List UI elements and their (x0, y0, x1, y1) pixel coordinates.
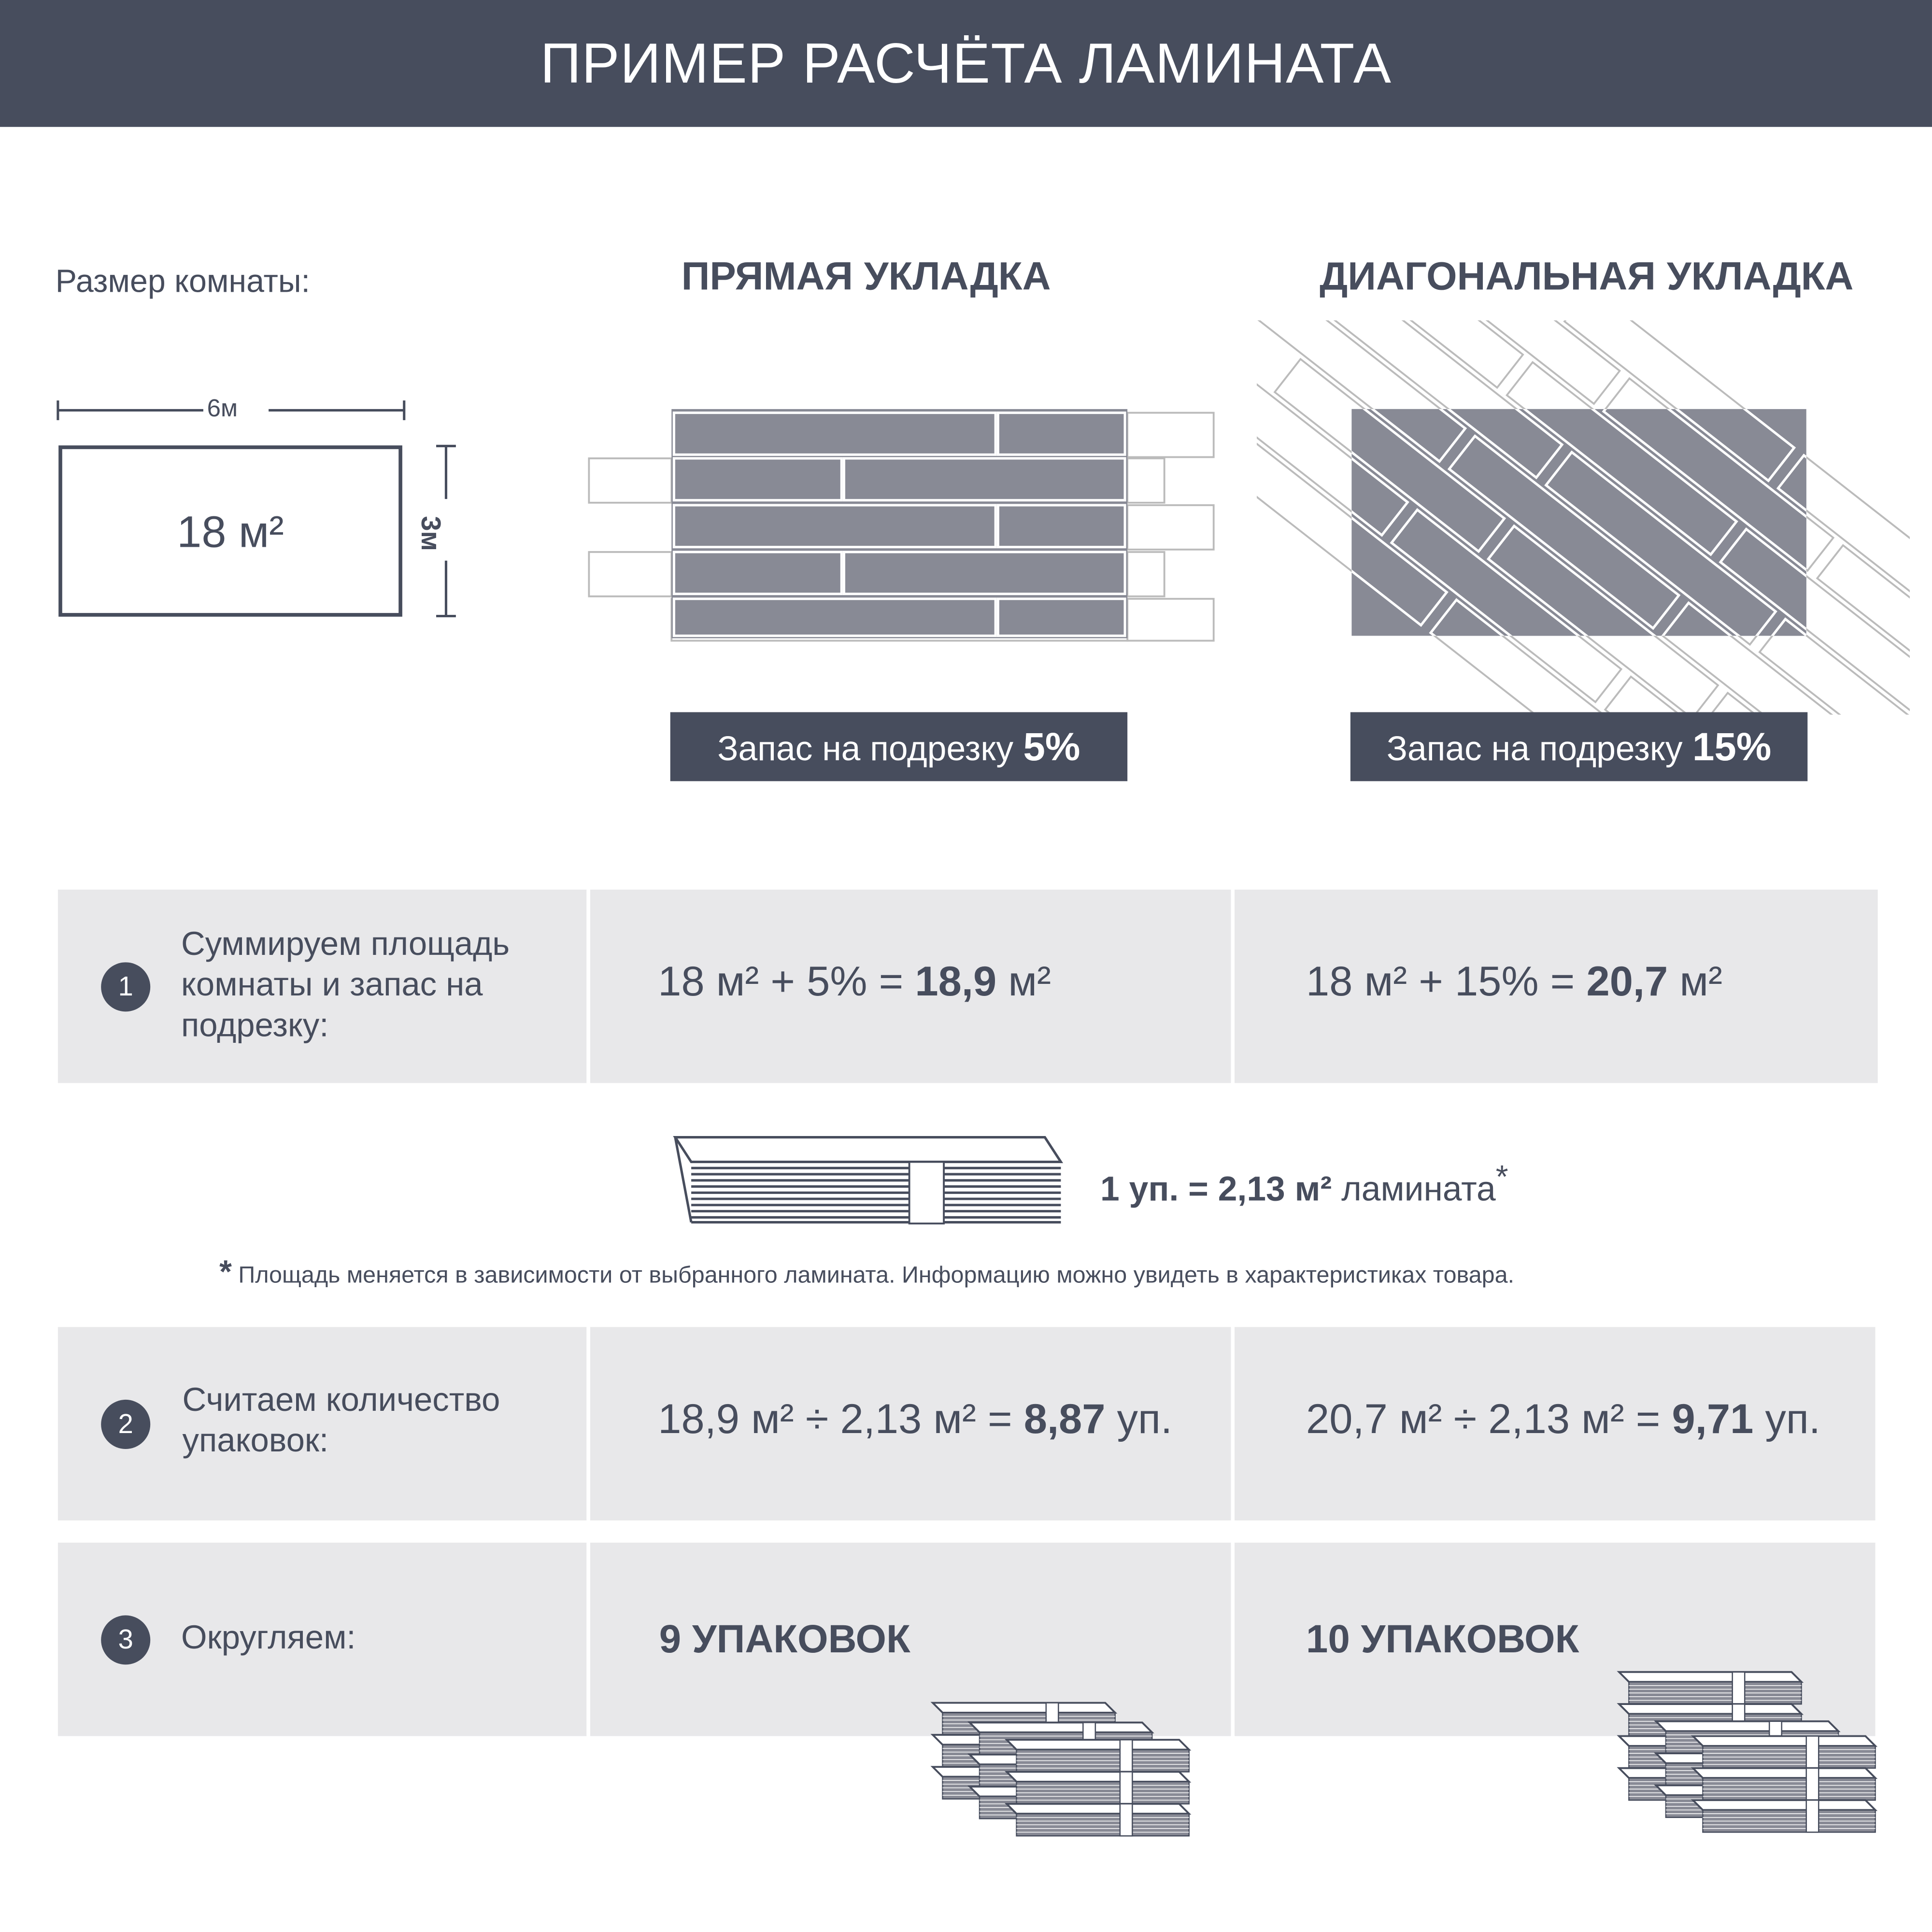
straight-result: 9 УПАКОВОК (659, 1616, 910, 1661)
diagonal-title: ДИАГОНАЛЬНАЯ УКЛАДКА (1320, 254, 1854, 298)
step-number: 1 (101, 962, 151, 1012)
ten-packages-icon (1617, 1671, 1878, 1833)
step-row-3: 3 Округляем: 9 УПАКОВОК 10 УПАКОВОК (57, 1542, 1878, 1736)
package (1004, 1771, 1192, 1804)
nine-packages-icon (930, 1702, 1192, 1837)
room-diagram (57, 400, 456, 618)
waste-label: Запас на подрезку (1386, 729, 1683, 768)
step-row-2: 2 Считаем количество упаковок: 18,9 м² ÷… (57, 1327, 1878, 1520)
diagonal-waste-badge: Запас на подрезку 15% (1350, 712, 1808, 781)
diagonal-calc: 20,7 м² ÷ 2,13 м² = 9,71 уп. (1306, 1396, 1820, 1443)
package (1690, 1767, 1878, 1801)
package (1004, 1739, 1192, 1773)
straight-layout-diagram (588, 409, 1215, 642)
waste-value: 5% (1023, 724, 1080, 769)
package (1617, 1671, 1804, 1705)
diagonal-result: 10 УПАКОВОК (1306, 1616, 1579, 1661)
package (1690, 1735, 1878, 1769)
straight-calc: 18,9 м² ÷ 2,13 м² = 8,87 уп. (658, 1396, 1173, 1443)
diagonal-calc: 18 м² + 15% = 20,7 м² (1306, 958, 1722, 1006)
laminate-package-icon (673, 1136, 1064, 1225)
step-number: 2 (101, 1399, 151, 1449)
step-label: Считаем количество упаковок: (182, 1381, 500, 1459)
step-label: Округляем: (181, 1619, 356, 1656)
room-height: 3м (415, 516, 447, 551)
package (1690, 1799, 1878, 1833)
straight-waste-badge: Запас на подрезку 5% (670, 712, 1128, 781)
room-size-label: Размер комнаты: (55, 262, 310, 299)
straight-title: ПРЯМАЯ УКЛАДКА (681, 254, 1051, 298)
package-area-text: 1 уп. = 2,13 м² ламината* (1100, 1158, 1508, 1208)
step-row-1: 1 Суммируем площадь комнаты и запас на п… (57, 889, 1878, 1083)
room-area: 18 м² (177, 506, 284, 557)
step-label: Суммируем площадь комнаты и запас на под… (181, 925, 510, 1044)
diagonal-layout-diagram (1257, 320, 1910, 715)
footnote: * Площадь меняется в зависимости от выбр… (219, 1253, 1515, 1290)
page-title: ПРИМЕР РАСЧЁТА ЛАМИНАТА (0, 0, 1932, 127)
step-number: 3 (101, 1615, 151, 1665)
waste-value: 15% (1692, 724, 1772, 769)
waste-label: Запас на подрезку (717, 729, 1014, 768)
package (1004, 1803, 1192, 1837)
straight-calc: 18 м² + 5% = 18,9 м² (658, 958, 1051, 1006)
room-width: 6м (207, 395, 238, 423)
